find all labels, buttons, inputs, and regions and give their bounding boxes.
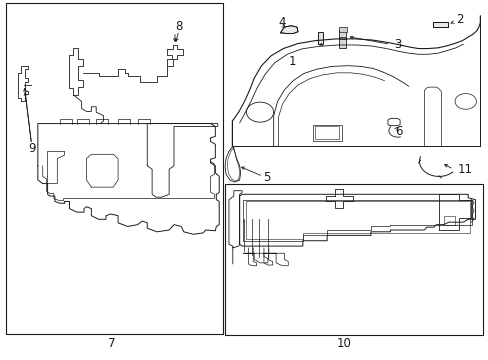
Bar xyxy=(224,184,482,336)
Bar xyxy=(312,125,341,141)
Bar xyxy=(339,30,346,48)
Text: 5: 5 xyxy=(263,171,270,184)
Bar xyxy=(314,126,339,139)
Text: 10: 10 xyxy=(336,337,351,350)
Bar xyxy=(6,3,222,334)
Bar xyxy=(443,216,454,225)
Polygon shape xyxy=(280,26,297,33)
Text: 8: 8 xyxy=(175,20,182,33)
Text: 4: 4 xyxy=(278,16,285,29)
Bar xyxy=(318,32,323,44)
Text: 7: 7 xyxy=(108,337,115,350)
Text: 11: 11 xyxy=(457,163,471,176)
Text: 6: 6 xyxy=(394,125,402,138)
Bar xyxy=(338,27,346,32)
Text: 2: 2 xyxy=(455,13,462,27)
Polygon shape xyxy=(432,22,447,27)
Text: 9: 9 xyxy=(28,142,35,155)
Text: 3: 3 xyxy=(393,38,401,51)
Text: 1: 1 xyxy=(288,55,295,68)
